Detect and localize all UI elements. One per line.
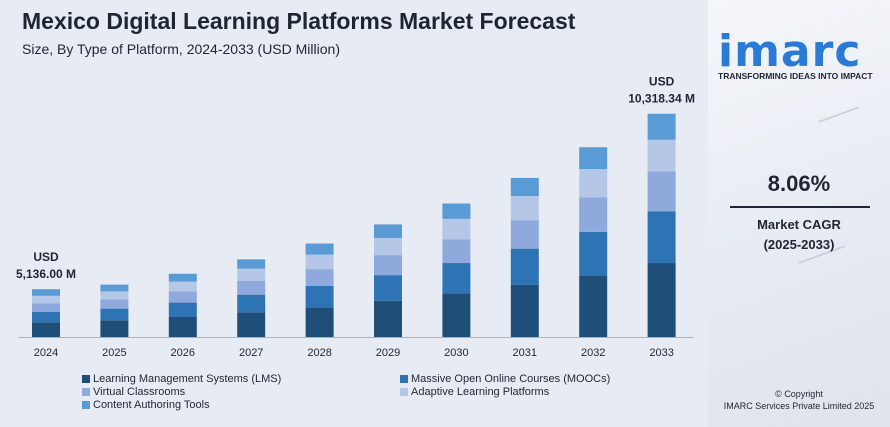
chart-subtitle: Size, By Type of Platform, 2024-2033 (US… — [22, 41, 340, 57]
bar-segment — [168, 281, 197, 292]
bar-segment — [579, 169, 608, 198]
total-annotation: USD — [649, 75, 675, 89]
bar-segment — [579, 231, 608, 276]
bar-segment — [510, 177, 539, 197]
bar-segment — [168, 316, 197, 337]
copyright-line2: IMARC Services Private Limited 2025 — [723, 401, 875, 411]
bar-segment — [510, 196, 539, 221]
bar-segment — [442, 293, 471, 337]
bar-segment — [442, 218, 471, 240]
bar-segment — [237, 294, 266, 313]
x-tick-label: 2026 — [171, 347, 195, 359]
x-tick-label: 2031 — [513, 347, 537, 359]
x-tick-label: 2025 — [102, 347, 126, 359]
bar-segment — [647, 113, 676, 140]
bar-segment — [100, 284, 129, 292]
total-annotation: 10,318.34 M — [628, 92, 695, 106]
bar-segment — [374, 224, 402, 238]
legend-item: Content Authoring Tools — [82, 399, 210, 411]
legend-label: Learning Management Systems (LMS) — [93, 373, 282, 385]
bar-segment — [32, 289, 60, 296]
bar-segment — [305, 254, 334, 270]
logo-tagline: TRANSFORMING IDEAS INTO IMPACT — [718, 71, 873, 81]
bar-segment — [647, 139, 676, 172]
bar-segment — [100, 291, 129, 300]
legend-swatch — [400, 388, 408, 396]
bar-segment — [510, 248, 539, 285]
bar-segment — [374, 275, 402, 301]
bar-segment — [100, 320, 129, 337]
legend-swatch — [82, 375, 90, 383]
bar-segment — [579, 275, 608, 337]
bar-segment — [32, 322, 60, 337]
bar-segment — [237, 280, 266, 295]
legend-label: Massive Open Online Courses (MOOCs) — [411, 373, 611, 385]
bar-segment — [305, 269, 334, 286]
cagr-period: (2025-2033) — [763, 237, 835, 252]
x-tick-label: 2028 — [307, 347, 331, 359]
legend-swatch — [82, 388, 90, 396]
bar-segment — [374, 300, 402, 337]
legend-label: Adaptive Learning Platforms — [411, 386, 550, 398]
bar-segment — [647, 211, 676, 264]
legend-swatch — [82, 401, 90, 409]
bar-segment — [100, 308, 129, 321]
bar-segment — [32, 303, 60, 312]
bar-segment — [237, 268, 266, 281]
chart-title: Mexico Digital Learning Platforms Market… — [22, 8, 576, 34]
cagr-value: 8.06% — [767, 171, 831, 196]
bar-segment — [579, 197, 608, 232]
x-tick-label: 2029 — [376, 347, 400, 359]
cagr-label-block: Market CAGR (2025-2033) — [708, 215, 890, 255]
x-tick-label: 2024 — [34, 347, 58, 359]
bar-segment — [305, 285, 334, 308]
bar-segment — [237, 312, 266, 337]
bar-segment — [305, 307, 334, 337]
stacked-bar-chart: 2024 2025 2026 2027 2028 2029 2030 2031 2032 2033… — [16, 75, 695, 359]
bar-segment — [305, 243, 334, 255]
bar-segment — [168, 273, 197, 282]
cagr-divider — [730, 206, 870, 208]
copyright-line1: © Copyright — [775, 389, 823, 399]
bar-segment — [442, 263, 471, 294]
legend-item: Massive Open Online Courses (MOOCs) — [400, 373, 610, 385]
bar-segment — [579, 147, 608, 170]
bar-segment — [168, 302, 197, 317]
copyright: © Copyright IMARC Services Private Limit… — [708, 388, 890, 412]
bar-segment — [647, 171, 676, 212]
bar-segment — [510, 284, 539, 337]
x-tick-label: 2033 — [649, 347, 673, 359]
bar-segment — [442, 239, 471, 264]
bar-segment — [374, 255, 402, 276]
cagr-label: Market CAGR — [757, 217, 841, 232]
bar-segment — [647, 263, 676, 337]
bar-segment — [100, 299, 129, 309]
bar-segment — [237, 259, 266, 269]
legend-item: Virtual Classrooms — [82, 386, 185, 398]
total-annotation: USD — [33, 250, 59, 264]
bar-segment — [32, 295, 60, 304]
x-tick-label: 2030 — [444, 347, 468, 359]
info-sidebar: ━━━━━━━ ━━━━━━━━ imarc TRANSFORMING IDEA… — [708, 0, 890, 427]
chart-panel: Mexico Digital Learning Platforms Market… — [15, 8, 695, 411]
imarc-logo: imarc — [718, 26, 862, 77]
x-tick-label: 2032 — [581, 347, 605, 359]
bar-segment — [374, 237, 402, 256]
legend-item: Adaptive Learning Platforms — [400, 386, 549, 398]
bar-segment — [168, 291, 197, 303]
legend-label: Virtual Classrooms — [93, 386, 186, 398]
bar-segment — [442, 203, 471, 219]
legend-swatch — [400, 375, 408, 383]
bar-segment — [510, 220, 539, 249]
legend-label: Content Authoring Tools — [93, 399, 210, 411]
total-annotation: 5,136.00 M — [16, 267, 76, 281]
legend-item: Learning Management Systems (LMS) — [82, 373, 281, 385]
bar-segment — [32, 311, 60, 323]
background-decoration: ━━━━━━━ — [817, 103, 861, 128]
x-tick-label: 2027 — [239, 347, 263, 359]
